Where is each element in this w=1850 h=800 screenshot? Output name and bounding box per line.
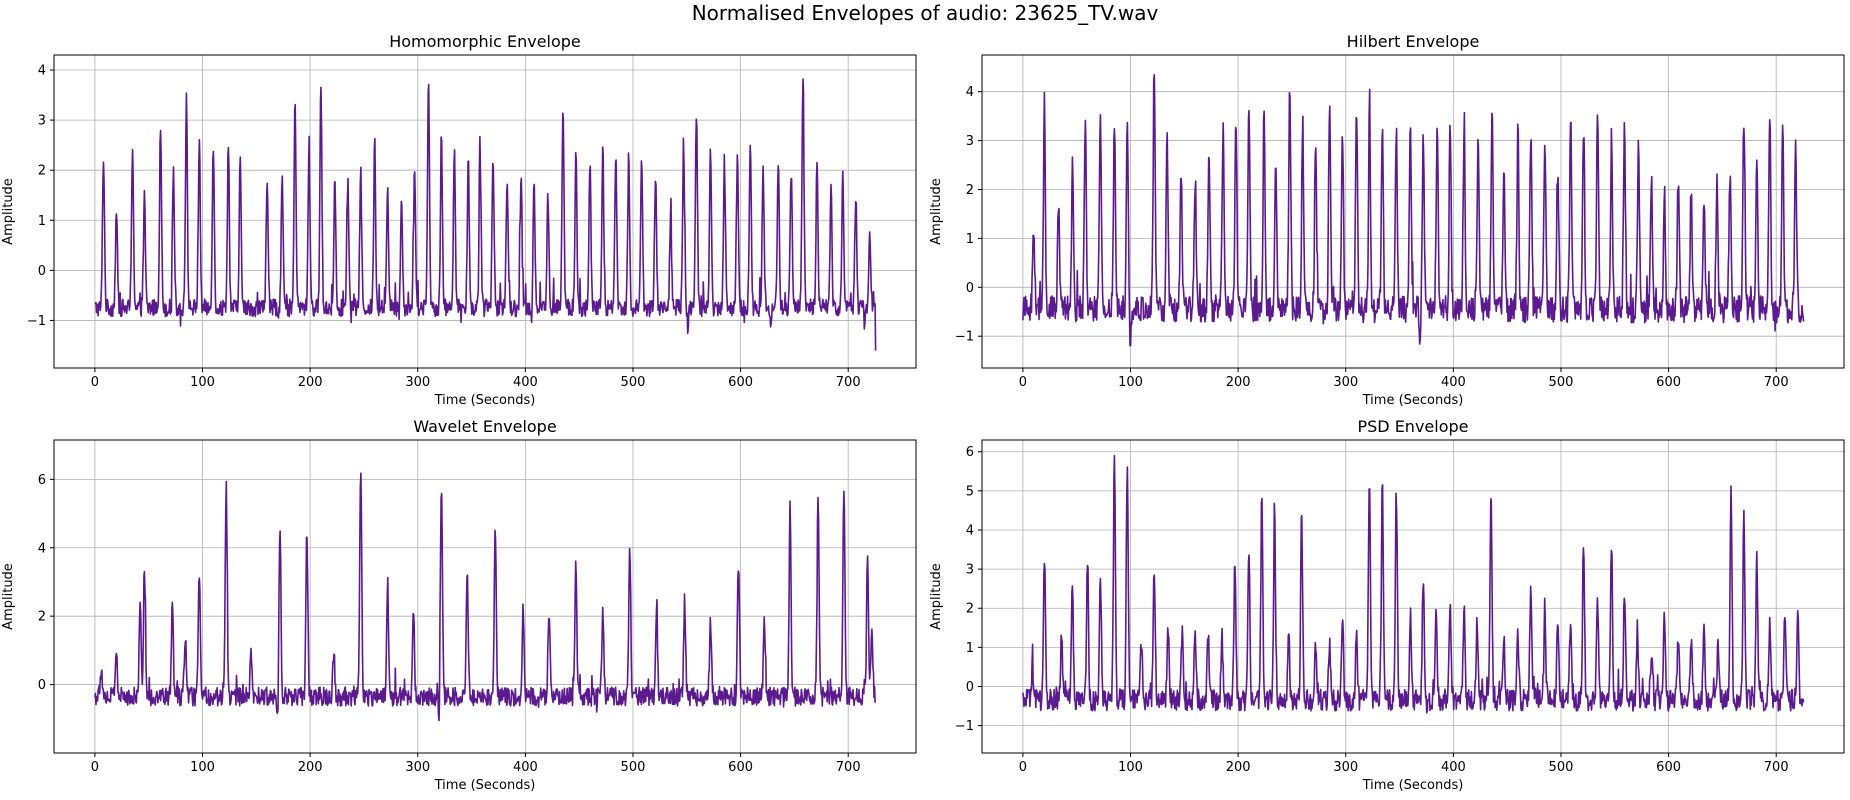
x-tick-label: 700 <box>1764 760 1789 775</box>
y-tick-label: 1 <box>966 641 974 656</box>
chart-title: Hilbert Envelope <box>1347 32 1480 51</box>
x-tick-label: 600 <box>728 375 753 390</box>
x-tick-label: 400 <box>513 760 538 775</box>
x-tick-label: 100 <box>190 375 215 390</box>
chart-title: Wavelet Envelope <box>413 417 556 436</box>
x-tick-label: 300 <box>405 375 430 390</box>
x-tick-label: 600 <box>1656 375 1681 390</box>
x-tick-label: 200 <box>298 760 323 775</box>
x-tick-label: 500 <box>621 760 646 775</box>
axes-frame <box>53 54 917 369</box>
x-tick-label: 100 <box>1118 375 1143 390</box>
x-tick-label: 200 <box>1226 375 1251 390</box>
chart-title: Homomorphic Envelope <box>389 32 581 51</box>
chart-panel-2: 0 100 200 300 400 500 600 700 −1 0 1 2 3 4 Hilbert Env… <box>929 32 1845 408</box>
envelope-series-line <box>94 472 877 722</box>
x-tick-label: 300 <box>405 760 430 775</box>
y-tick-label: 6 <box>38 473 46 488</box>
x-tick-label: 100 <box>190 760 215 775</box>
y-axis-label: Amplitude <box>929 563 944 630</box>
x-tick-label: 300 <box>1333 760 1358 775</box>
x-tick-label: 0 <box>1019 375 1027 390</box>
y-tick-label: 4 <box>966 85 974 100</box>
chart-panel-1: 0 100 200 300 400 500 600 700 −1 0 1 2 3 4 Homomorphic… <box>1 32 917 408</box>
x-tick-label: 500 <box>1549 375 1574 390</box>
x-tick-label: 200 <box>1226 760 1251 775</box>
y-tick-label: 5 <box>966 484 974 499</box>
x-tick-label: 300 <box>1333 375 1358 390</box>
y-tick-label: −1 <box>27 314 46 329</box>
chart-panel-4: 0 100 200 300 400 500 600 700 −1 0 1 2 3 4 5 6 PSD Envel… <box>929 417 1845 793</box>
envelope-series-line <box>1022 454 1805 714</box>
x-tick-label: 500 <box>1549 760 1574 775</box>
y-tick-label: 2 <box>38 164 46 179</box>
y-tick-label: 3 <box>38 114 46 129</box>
chart-panel-3: 0 100 200 300 400 500 600 700 0 2 4 6 Wavelet Envelo… <box>1 417 917 793</box>
y-tick-label: 2 <box>38 610 46 625</box>
x-tick-label: 400 <box>1441 375 1466 390</box>
envelope-series-line <box>1022 74 1805 347</box>
y-axis-label: Amplitude <box>1 178 16 245</box>
x-tick-label: 100 <box>1118 760 1143 775</box>
y-axis-label: Amplitude <box>1 563 16 630</box>
y-tick-label: −1 <box>955 719 974 734</box>
envelope-series-line <box>94 78 877 351</box>
x-tick-label: 500 <box>621 375 646 390</box>
y-axis-label: Amplitude <box>929 178 944 245</box>
axes-frame <box>981 54 1845 369</box>
y-tick-label: 3 <box>966 134 974 149</box>
y-tick-label: 1 <box>966 232 974 247</box>
x-tick-label: 700 <box>1764 375 1789 390</box>
y-tick-label: 4 <box>38 541 46 556</box>
y-tick-label: 2 <box>966 602 974 617</box>
axes-frame <box>981 439 1845 754</box>
y-tick-label: 4 <box>38 64 46 79</box>
y-tick-label: 0 <box>38 678 46 693</box>
y-tick-label: 3 <box>966 563 974 578</box>
x-tick-label: 400 <box>513 375 538 390</box>
x-axis-label: Time (Seconds) <box>1362 778 1464 793</box>
x-axis-label: Time (Seconds) <box>434 393 536 408</box>
x-tick-label: 400 <box>1441 760 1466 775</box>
axes-frame <box>53 439 917 754</box>
figure-title: Normalised Envelopes of audio: 23625_TV.… <box>691 1 1159 25</box>
x-tick-label: 600 <box>728 760 753 775</box>
x-tick-label: 600 <box>1656 760 1681 775</box>
x-axis-label: Time (Seconds) <box>1362 393 1464 408</box>
y-tick-label: 0 <box>966 680 974 695</box>
y-tick-label: 1 <box>38 214 46 229</box>
x-tick-label: 0 <box>1019 760 1027 775</box>
y-tick-label: 0 <box>966 281 974 296</box>
x-axis-label: Time (Seconds) <box>434 778 536 793</box>
chart-title: PSD Envelope <box>1357 417 1468 436</box>
x-tick-label: 700 <box>836 375 861 390</box>
x-tick-label: 0 <box>91 375 99 390</box>
y-tick-label: 6 <box>966 445 974 460</box>
y-tick-label: −1 <box>955 330 974 345</box>
x-tick-label: 200 <box>298 375 323 390</box>
y-tick-label: 0 <box>38 264 46 279</box>
x-tick-label: 700 <box>836 760 861 775</box>
y-tick-label: 4 <box>966 523 974 538</box>
x-tick-label: 0 <box>91 760 99 775</box>
y-tick-label: 2 <box>966 183 974 198</box>
